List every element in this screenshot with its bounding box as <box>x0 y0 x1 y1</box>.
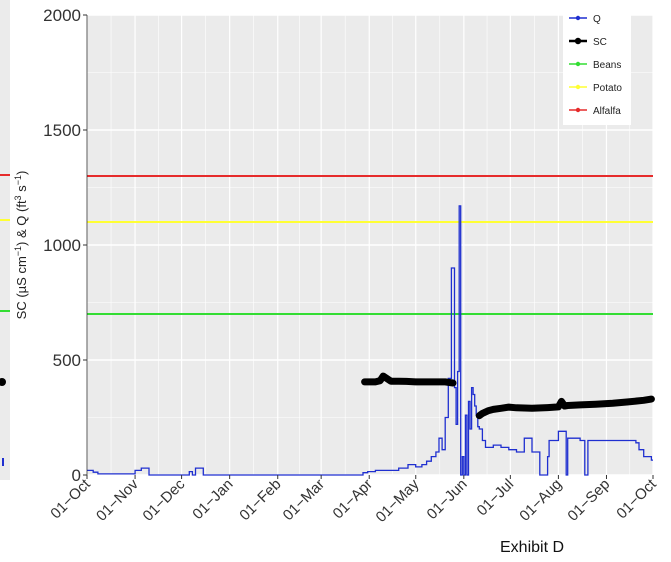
y-tick-label: 0 <box>72 466 81 485</box>
sc-series-segment <box>361 372 457 387</box>
y-axis-label: SC (µS cm−1) & Q (ft3 s−1) <box>13 171 29 320</box>
x-tick-label: 01−Dec <box>140 475 189 524</box>
legend-key-point <box>575 107 581 113</box>
legend-key-point <box>575 15 581 21</box>
legend-key-point <box>575 61 581 67</box>
legend-label: SC <box>593 37 607 48</box>
sc-series <box>361 372 655 420</box>
q-series-line <box>87 205 653 476</box>
legend-key-point <box>574 37 582 45</box>
x-tick-label: 01−Jan <box>189 476 236 523</box>
threshold-lines <box>87 175 653 315</box>
y-tick-label: 1500 <box>43 121 81 140</box>
x-tick-label: 01−Jul <box>474 476 518 520</box>
x-tick-label: 01−Mar <box>280 476 328 524</box>
q-series <box>87 205 653 476</box>
y-tick-label: 500 <box>53 351 81 370</box>
x-tick-label: 01−Apr <box>330 476 377 523</box>
adjacent-figure-fragment <box>0 0 10 480</box>
legend-label: Q <box>593 14 601 25</box>
x-tick-label: 01−Feb <box>236 476 284 524</box>
legend-key-point <box>575 84 581 90</box>
x-tick-label: 01−Nov <box>93 475 142 524</box>
legend: Q SC Beans Potato Alfalfa <box>563 6 631 125</box>
legend-label: Alfalfa <box>593 106 621 117</box>
legend-label: Potato <box>593 83 622 94</box>
x-tick-label: 01−May <box>373 475 423 525</box>
y-axis: 0 500 1000 1500 2000 <box>43 6 88 485</box>
legend-label: Beans <box>593 60 621 71</box>
x-tick-label: 01−Sep <box>564 476 613 525</box>
x-tick-label: 01−Jun <box>424 476 471 523</box>
x-tick-label: 01−Oct <box>613 475 660 522</box>
exhibit-label: Exhibit D <box>500 539 565 556</box>
y-tick-label: 1000 <box>43 236 81 255</box>
x-tick-label: 01−Aug <box>516 476 565 525</box>
sc-series-segment <box>475 395 655 420</box>
y-tick-label: 2000 <box>43 6 81 25</box>
